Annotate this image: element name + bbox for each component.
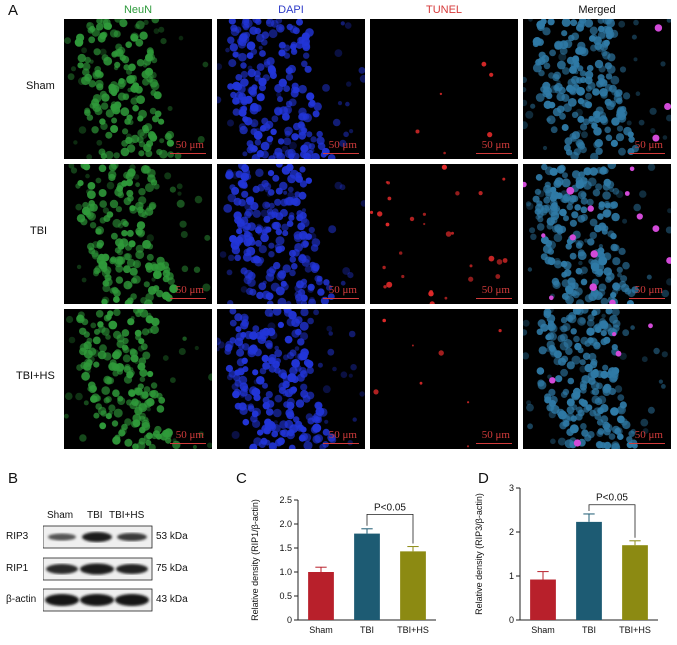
micrograph-tbi-merged: 50 μm xyxy=(523,164,671,304)
scale-bar-line xyxy=(170,298,206,299)
y-tick-label: 1.0 xyxy=(279,567,292,577)
micrograph-sham-tunel: 50 μm xyxy=(370,19,518,159)
micrograph-tbi-dapi: 50 μm xyxy=(217,164,365,304)
band-kda-rip3: 53 kDa xyxy=(156,531,188,542)
bar-tbi-hs xyxy=(622,545,648,620)
micrograph-sham-merged: 50 μm xyxy=(523,19,671,159)
y-tick-label: 0 xyxy=(509,615,514,625)
scale-bar-label: 50 μm xyxy=(328,139,357,151)
scale-bar-label: 50 μm xyxy=(481,429,510,441)
x-tick-label: TBI xyxy=(582,625,596,635)
chart-c: 0 0.5 1.0 1.5 2.0 2.5 Relative density (RIP1/β… xyxy=(250,495,436,635)
scale-bar-line xyxy=(476,298,512,299)
y-axis-label: Relative density (RIP3/β-actin) xyxy=(474,493,484,615)
significance-bracket xyxy=(588,504,636,538)
y-axis-label: Relative density (RIP1/β-actin) xyxy=(250,499,260,621)
band-rip3-sham xyxy=(48,533,76,541)
band-name-rip3: RIP3 xyxy=(6,531,29,542)
bar-sham xyxy=(530,579,556,620)
scale-bar-label: 50 μm xyxy=(481,139,510,151)
row-label-tbi: TBI xyxy=(30,225,48,237)
micrograph-sham-dapi: 50 μm xyxy=(217,19,365,159)
significance-label: P<0.05 xyxy=(596,493,628,504)
scale-bar-line xyxy=(170,153,206,154)
band-rip1-tbi-hs xyxy=(116,564,148,574)
y-tick-label: 1 xyxy=(509,571,514,581)
y-tick-label: 0.5 xyxy=(279,591,292,601)
column-header-neun: NeuN xyxy=(123,4,153,16)
micrograph-tbi-hs-dapi: 50 μm xyxy=(217,309,365,449)
scale-bar-label: 50 μm xyxy=(634,139,663,151)
scale-bar-line xyxy=(476,443,512,444)
micrograph-sham-neun: 50 μm xyxy=(64,19,212,159)
band-rip3-tbi xyxy=(82,532,112,542)
band-rip3-tbi-hs xyxy=(117,533,147,541)
panel-c-letter: C xyxy=(236,470,247,487)
band-name-actin: β-actin xyxy=(6,594,37,605)
micrograph-tbi-hs-merged: 50 μm xyxy=(523,309,671,449)
band-actin-tbi xyxy=(80,594,114,606)
scale-bar-line xyxy=(629,443,665,444)
column-header-dapi: DAPI xyxy=(278,4,304,16)
chart-d: 0 1 2 3 Relative density (RIP3/β-actin) Sham T… xyxy=(474,483,658,635)
band-rip1-tbi xyxy=(80,563,114,575)
band-name-rip1: RIP1 xyxy=(6,563,29,574)
scale-bar-line xyxy=(323,153,359,154)
significance-bracket xyxy=(366,514,414,544)
y-tick-label: 0 xyxy=(287,615,292,625)
y-tick-label: 2.0 xyxy=(279,519,292,529)
micrograph-tbi-hs-tunel: 50 μm xyxy=(370,309,518,449)
scale-bar-line xyxy=(170,443,206,444)
micrograph-tbi-neun: 50 μm xyxy=(64,164,212,304)
scale-bar-label: 50 μm xyxy=(634,284,663,296)
x-tick-label: TBI+HS xyxy=(397,625,429,635)
scale-bar-line xyxy=(323,443,359,444)
row-label-tbi-hs: TBI+HS xyxy=(16,370,55,382)
panel-d-letter: D xyxy=(478,470,489,487)
y-tick-label: 1.5 xyxy=(279,543,292,553)
scale-bar-label: 50 μm xyxy=(328,429,357,441)
band-rip1-sham xyxy=(46,564,78,574)
band-actin-tbi-hs xyxy=(115,594,149,606)
lane-label-tbi: TBI xyxy=(87,510,103,521)
micrograph-tbi-tunel: 50 μm xyxy=(370,164,518,304)
band-kda-actin: 43 kDa xyxy=(156,594,188,605)
scale-bar-line xyxy=(629,153,665,154)
micrograph-tbi-hs-neun: 50 μm xyxy=(64,309,212,449)
band-kda-rip1: 75 kDa xyxy=(156,563,188,574)
bar-sham xyxy=(308,572,334,620)
scale-bar-label: 50 μm xyxy=(175,284,204,296)
bar-tbi xyxy=(354,533,380,620)
scale-bar-line xyxy=(476,153,512,154)
column-header-merged: Merged xyxy=(578,4,616,16)
panel-a-letter: A xyxy=(8,2,19,19)
panel-b-letter: B xyxy=(8,470,19,487)
x-tick-label: TBI xyxy=(360,625,374,635)
scale-bar-label: 50 μm xyxy=(175,139,204,151)
bar-tbi-hs xyxy=(400,551,426,620)
significance-label: P<0.05 xyxy=(374,502,406,513)
lane-label-tbi-hs: TBI+HS xyxy=(109,510,145,521)
y-tick-label: 2 xyxy=(509,527,514,537)
band-actin-sham xyxy=(45,594,79,606)
row-label-sham: Sham xyxy=(26,80,55,92)
scale-bar-label: 50 μm xyxy=(634,429,663,441)
western-blot xyxy=(43,525,153,612)
scale-bar-label: 50 μm xyxy=(481,284,510,296)
x-tick-label: Sham xyxy=(309,625,333,635)
scale-bar-label: 50 μm xyxy=(175,429,204,441)
column-header-tunel: TUNEL xyxy=(425,4,463,16)
y-tick-label: 2.5 xyxy=(279,495,292,505)
scale-bar-line xyxy=(323,298,359,299)
lane-label-sham: Sham xyxy=(47,510,74,521)
x-tick-label: TBI+HS xyxy=(619,625,651,635)
x-tick-label: Sham xyxy=(531,625,555,635)
scale-bar-line xyxy=(629,298,665,299)
bar-tbi xyxy=(576,521,602,620)
y-tick-label: 3 xyxy=(509,483,514,493)
scale-bar-label: 50 μm xyxy=(328,284,357,296)
